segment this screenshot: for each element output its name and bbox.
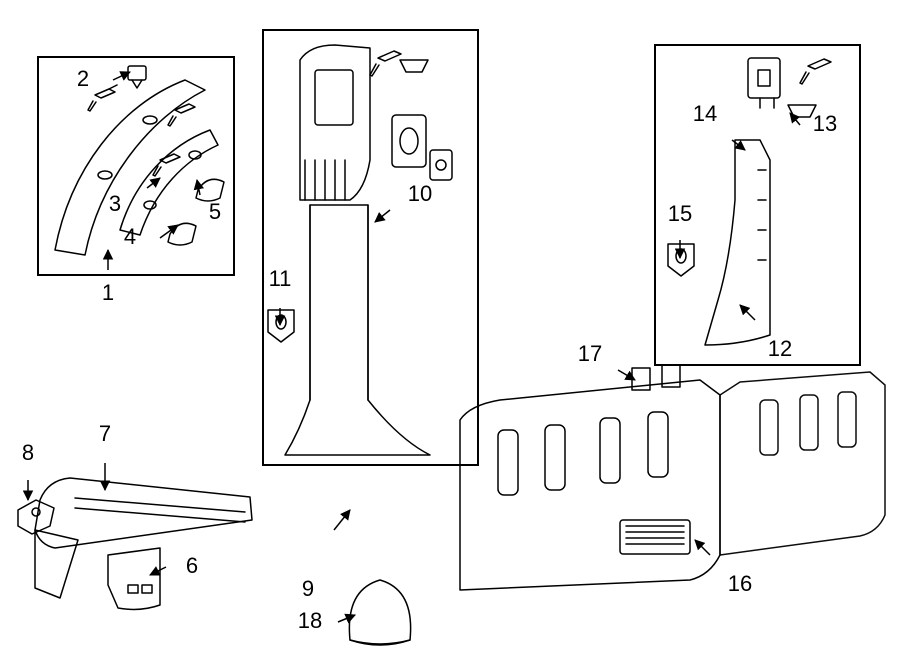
part-bezel (392, 115, 426, 167)
callout-8: 8 (22, 440, 34, 500)
part-3-assist-handle (120, 130, 218, 235)
callout-number: 2 (77, 66, 89, 91)
part-6-cowl-trim (108, 548, 160, 609)
callout-number: 5 (209, 199, 221, 224)
callout-number: 14 (693, 101, 717, 126)
callout-number: 16 (728, 571, 752, 596)
callout-2: 2 (77, 66, 130, 91)
part-11-retainer (268, 310, 294, 342)
callout-17: 17 (578, 341, 635, 380)
callout-1: 1 (102, 250, 114, 305)
callout-9: 9 (302, 510, 350, 601)
callout-12: 12 (740, 305, 792, 361)
callout-number: 13 (813, 111, 837, 136)
part-bolt (800, 59, 831, 84)
parts-artwork (18, 45, 885, 645)
callout-number: 15 (668, 201, 692, 226)
callout-6: 6 (150, 553, 198, 578)
callout-number: 10 (408, 181, 432, 206)
callout-14: 14 (693, 101, 745, 150)
part-9-b-pillar-lower (285, 205, 430, 455)
callout-number: 18 (298, 608, 322, 633)
callout-number: 11 (269, 266, 292, 291)
callout-number: 3 (109, 191, 121, 216)
part-16-back-panel-front (460, 365, 720, 590)
part-16-back-panel-rear (720, 372, 885, 555)
callout-number: 1 (102, 280, 114, 305)
callout-7: 7 (99, 421, 111, 490)
callout-13: 13 (790, 111, 837, 136)
part-2-clip (128, 66, 146, 88)
group-boxes (38, 30, 860, 465)
part-5-cap (196, 179, 224, 201)
callout-16: 16 (695, 540, 752, 596)
callout-number: 12 (768, 336, 792, 361)
callout-15: 15 (668, 201, 692, 258)
part-clip-small (400, 60, 428, 72)
callout-number: 6 (186, 553, 198, 578)
callout-layer: 123456789101112131415161718 (22, 66, 837, 633)
part-14-hook (748, 58, 780, 108)
part-15-retainer (668, 244, 694, 276)
part-8-bracket (18, 500, 54, 534)
callout-number: 4 (124, 224, 136, 249)
part-12-rear-pillar-trim (705, 140, 770, 345)
callout-10: 10 (375, 181, 432, 222)
callout-number: 17 (578, 341, 602, 366)
callout-11: 11 (269, 266, 292, 325)
part-bracket (430, 150, 452, 180)
part-18-cap (349, 580, 410, 645)
callout-18: 18 (298, 608, 355, 633)
callout-number: 7 (99, 421, 111, 446)
callout-number: 9 (302, 576, 314, 601)
part-10-b-pillar-upper (300, 45, 370, 200)
callout-number: 8 (22, 440, 34, 465)
part-bolt (370, 51, 401, 76)
parts-diagram: 123456789101112131415161718 (0, 0, 900, 661)
part-4-cap (168, 223, 196, 245)
part-bolt (88, 85, 195, 176)
